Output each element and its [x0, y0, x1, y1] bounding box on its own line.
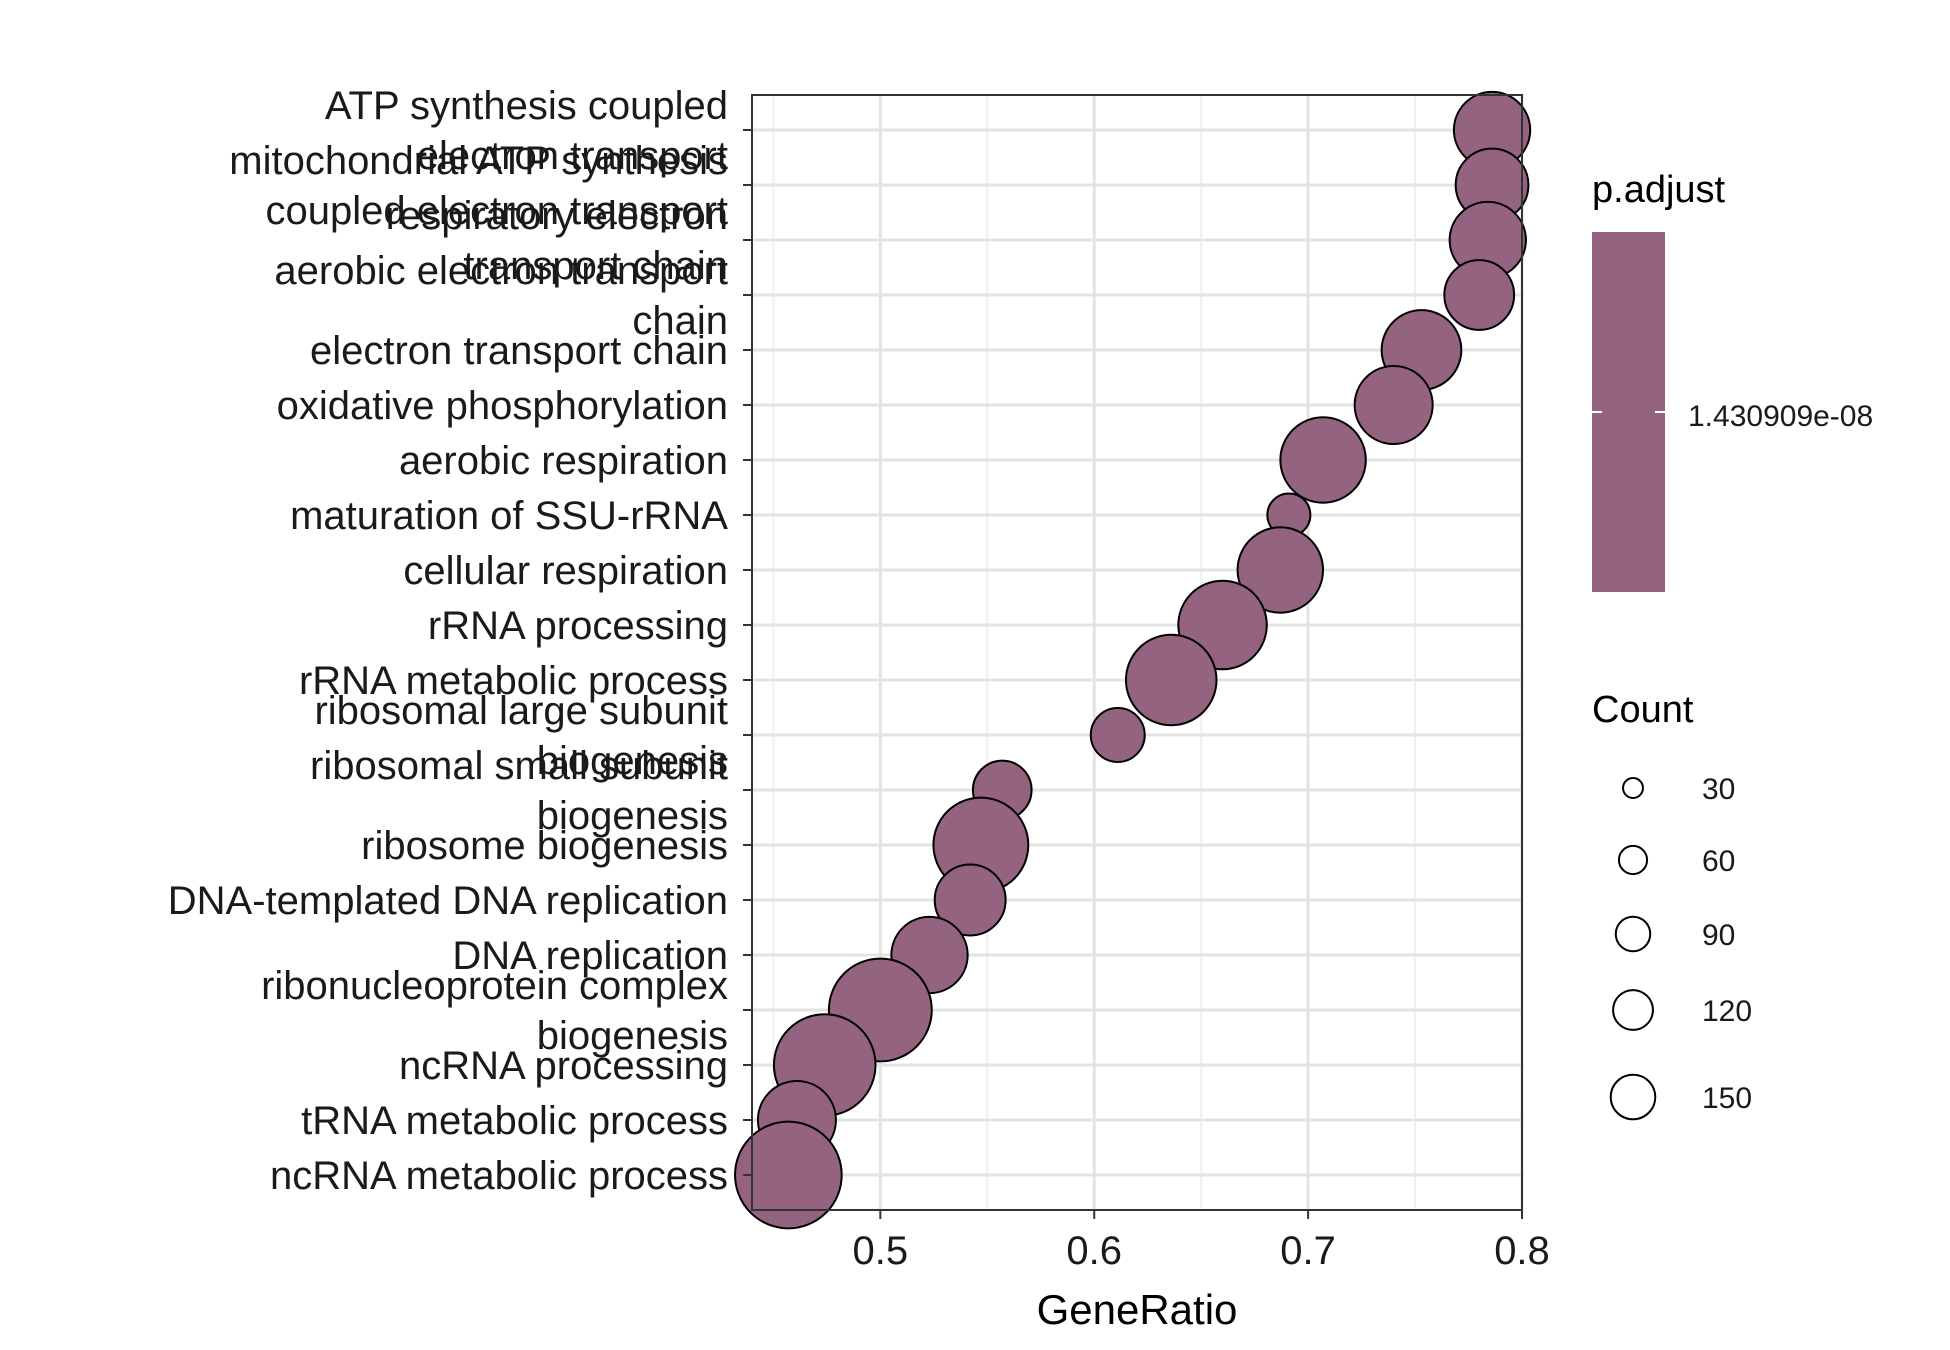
x-axis: 0.5 0.6 0.7 0.8 — [853, 1210, 1550, 1273]
x-axis-tick-label: 0.7 — [1280, 1229, 1336, 1273]
y-axis-label: aerobic electron transport — [274, 249, 728, 293]
y-axis-label: cellular respiration — [403, 549, 728, 593]
data-point — [1236, 526, 1325, 614]
data-point — [1443, 259, 1516, 331]
data-point — [1353, 365, 1434, 445]
data-point — [1124, 633, 1218, 727]
y-axis-label: electron transport — [417, 134, 728, 178]
y-axis-label: maturation of SSU-rRNA — [290, 494, 728, 538]
y-axis-label: oxidative phosphorylation — [277, 384, 728, 428]
y-axis-label: aerobic respiration — [399, 439, 728, 483]
y-axis-label: chain — [632, 299, 728, 343]
y-axis-label: ribosomal large subunit — [314, 689, 728, 733]
y-axis-label: electron transport chain — [310, 329, 728, 373]
y-axis-label: ribosome biogenesis — [361, 824, 728, 868]
p-adjust-legend: p.adjust 1.430909e-08 — [1592, 169, 1873, 592]
data-point — [734, 1120, 843, 1230]
data-points — [734, 90, 1532, 1230]
count-legend-label: 150 — [1702, 1082, 1752, 1115]
x-axis-tick-label: 0.6 — [1066, 1229, 1122, 1273]
p-adjust-colorbar — [1592, 232, 1665, 592]
count-legend-key — [1609, 1073, 1657, 1121]
y-axis-label: biogenesis — [537, 794, 728, 838]
y-axis-label: transport chain — [463, 244, 728, 288]
y-axis-label: ncRNA metabolic process — [270, 1154, 728, 1198]
y-axis-label: rRNA metabolic process — [299, 659, 728, 703]
x-axis-tick-label: 0.5 — [853, 1229, 909, 1273]
count-legend-title: Count — [1592, 689, 1694, 731]
y-axis-label: ATP synthesis coupled — [325, 84, 728, 128]
x-axis-tick-label: 0.8 — [1494, 1229, 1550, 1273]
y-axis-label: ribosomal small subunit — [310, 744, 728, 788]
count-legend-key — [1617, 844, 1649, 876]
y-axis-label: DNA-templated DNA replication — [168, 879, 728, 923]
y-axis-label: coupled electron transport — [266, 189, 729, 233]
count-legend-key — [1612, 989, 1654, 1031]
y-axis-label: ribonucleoprotein complex — [261, 964, 728, 1008]
data-point — [933, 863, 1007, 937]
p-adjust-legend-title: p.adjust — [1592, 169, 1726, 211]
data-point — [1089, 707, 1146, 763]
plot-panel-border — [751, 94, 1523, 1211]
count-legend-label: 30 — [1702, 773, 1735, 806]
x-axis-title: GeneRatio — [1037, 1286, 1238, 1333]
count-legend-label: 60 — [1702, 845, 1735, 878]
count-legend-key — [1622, 777, 1644, 799]
p-adjust-legend-value: 1.430909e-08 — [1688, 400, 1873, 433]
count-legend: Count 30 60 90 120 150 — [1592, 689, 1752, 1121]
y-axis-label: ncRNA processing — [399, 1044, 728, 1088]
y-axis-label: DNA replication — [452, 934, 728, 978]
count-legend-key — [1614, 915, 1652, 953]
y-axis-label: rRNA processing — [428, 604, 728, 648]
count-legend-items: 30 60 90 120 150 — [1609, 773, 1752, 1121]
y-axis-label: respiratory electron — [386, 194, 728, 238]
data-point — [1279, 416, 1367, 504]
y-axis-label: tRNA metabolic process — [301, 1099, 728, 1143]
count-legend-label: 90 — [1702, 919, 1735, 952]
count-legend-label: 120 — [1702, 995, 1752, 1028]
y-axis-label: biogenesis — [537, 739, 728, 783]
y-axis-label: mitochondrial ATP synthesis — [229, 139, 728, 183]
y-axis-label: biogenesis — [537, 1014, 728, 1058]
